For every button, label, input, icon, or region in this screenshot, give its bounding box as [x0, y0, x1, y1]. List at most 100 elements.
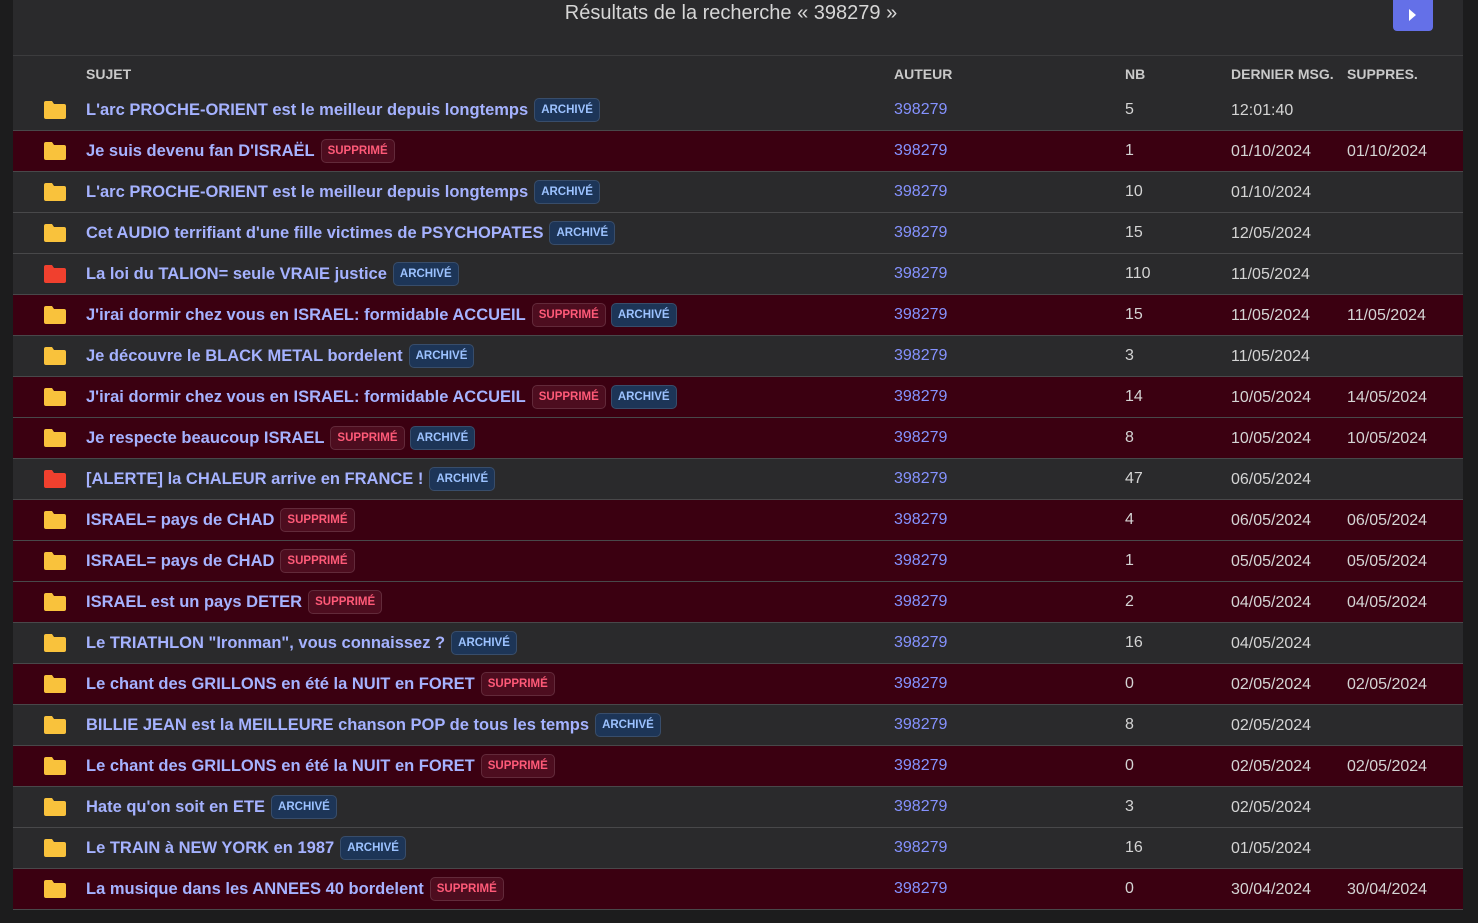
subject: L'arc PROCHE-ORIENT est le meilleur depu…	[86, 97, 605, 123]
message-count: 1	[1125, 142, 1134, 159]
author-link[interactable]: 398279	[894, 388, 948, 405]
table-row: J'irai dormir chez vous en ISRAEL: formi…	[13, 295, 1463, 336]
folder-icon	[44, 224, 66, 242]
status-badge: ARCHIVÉ	[409, 426, 476, 450]
subject-link[interactable]: J'irai dormir chez vous en ISRAEL: formi…	[86, 387, 526, 406]
folder-icon	[44, 880, 66, 898]
message-count: 15	[1125, 224, 1143, 241]
author-link[interactable]: 398279	[894, 593, 948, 610]
subject: Le chant des GRILLONS en été la NUIT en …	[86, 671, 560, 697]
author-link[interactable]: 398279	[894, 552, 948, 569]
table-row: Je respecte beaucoup ISRAEL SUPPRIMÉ ARCHI…	[13, 418, 1463, 459]
last-message: 01/10/2024	[1231, 184, 1312, 201]
subject: ISRAEL= pays de CHAD SUPPRIMÉ	[86, 548, 360, 574]
subject: La loi du TALION= seule VRAIE justice ARC…	[86, 261, 464, 287]
subject-link[interactable]: J'irai dormir chez vous en ISRAEL: formi…	[86, 305, 526, 324]
author-link[interactable]: 398279	[894, 675, 948, 692]
author-link[interactable]: 398279	[894, 183, 948, 200]
author-link[interactable]: 398279	[894, 716, 948, 733]
status-badge: SUPPRIMÉ	[308, 590, 383, 614]
table-row: La loi du TALION= seule VRAIE justice ARC…	[13, 254, 1463, 295]
column-header: SUPPRES.	[1347, 66, 1418, 82]
subject-link[interactable]: Le chant des GRILLONS en été la NUIT en …	[86, 674, 475, 693]
author-link[interactable]: 398279	[894, 470, 948, 487]
subject-link[interactable]: Hate qu'on soit en ETE	[86, 797, 266, 816]
column-header: DERNIER MSG.	[1231, 66, 1334, 82]
subject-link[interactable]: ISRAEL est un pays DETER	[86, 592, 303, 611]
deleted-date: 06/05/2024	[1347, 512, 1428, 529]
author-link[interactable]: 398279	[894, 757, 948, 774]
subject-link[interactable]: Le chant des GRILLONS en été la NUIT en …	[86, 756, 475, 775]
last-message: 11/05/2024	[1231, 348, 1310, 365]
subject-link[interactable]: L'arc PROCHE-ORIENT est le meilleur depu…	[86, 182, 529, 201]
folder-icon	[44, 347, 66, 365]
subject-link[interactable]: [ALERTE] la CHALEUR arrive en FRANCE !	[86, 469, 424, 488]
author-link[interactable]: 398279	[894, 224, 948, 241]
status-badge: ARCHIVÉ	[429, 467, 496, 491]
page-title: Résultats de la recherche « 398279 »	[564, 2, 898, 24]
folder-icon	[44, 101, 66, 119]
subject-link[interactable]: L'arc PROCHE-ORIENT est le meilleur depu…	[86, 100, 529, 119]
status-badge: SUPPRIMÉ	[531, 303, 606, 327]
folder-icon	[44, 716, 66, 734]
subject: L'arc PROCHE-ORIENT est le meilleur depu…	[86, 179, 605, 205]
folder-icon	[44, 798, 66, 816]
folder-icon	[44, 142, 66, 160]
folder-icon	[44, 593, 66, 611]
subject-link[interactable]: ISRAEL= pays de CHAD	[86, 510, 275, 529]
status-badge: SUPPRIMÉ	[320, 139, 395, 163]
deleted-date: 11/05/2024	[1347, 307, 1426, 324]
last-message: 05/05/2024	[1231, 553, 1312, 570]
table-row: Je découvre le BLACK METAL bordelent ARCH…	[13, 336, 1463, 377]
subject-link[interactable]: Je suis devenu fan D'ISRAËL	[86, 141, 315, 160]
subject: La musique dans les ANNEES 40 bordelent S…	[86, 876, 509, 902]
message-count: 16	[1125, 634, 1143, 651]
deleted-date: 14/05/2024	[1347, 389, 1428, 406]
next-button[interactable]	[1393, 0, 1433, 31]
message-count: 0	[1125, 757, 1134, 774]
subject: Je découvre le BLACK METAL bordelent ARCH…	[86, 343, 479, 369]
author-link[interactable]: 398279	[894, 798, 948, 815]
author-link[interactable]: 398279	[894, 511, 948, 528]
author-link[interactable]: 398279	[894, 347, 948, 364]
message-count: 16	[1125, 839, 1143, 856]
author-link[interactable]: 398279	[894, 880, 948, 897]
subject-link[interactable]: La loi du TALION= seule VRAIE justice	[86, 264, 387, 283]
folder-icon	[44, 388, 66, 406]
author-link[interactable]: 398279	[894, 265, 948, 282]
subject-link[interactable]: Je respecte beaucoup ISRAEL	[86, 428, 325, 447]
column-header: AUTEUR	[894, 66, 953, 82]
column-header: NB	[1125, 66, 1146, 82]
author-link[interactable]: 398279	[894, 101, 948, 118]
author-link[interactable]: 398279	[894, 429, 948, 446]
subject-link[interactable]: ISRAEL= pays de CHAD	[86, 551, 275, 570]
subject-link[interactable]: Le TRAIN à NEW YORK en 1987	[86, 838, 335, 857]
last-message: 02/05/2024	[1231, 717, 1312, 734]
folder-icon	[44, 265, 66, 283]
table-row: Le TRAIN à NEW YORK en 1987 ARCHIVÉ 398279…	[13, 828, 1463, 869]
table-row: Je suis devenu fan D'ISRAËL SUPPRIMÉ 39827…	[13, 131, 1463, 172]
table-row: Le TRIATHLON "Ironman", vous connaissez …	[13, 623, 1463, 664]
status-badge: SUPPRIMÉ	[280, 508, 355, 532]
author-link[interactable]: 398279	[894, 306, 948, 323]
status-badge: ARCHIVÉ	[271, 795, 337, 819]
deleted-date: 02/05/2024	[1347, 758, 1428, 775]
deleted-date: 04/05/2024	[1347, 594, 1428, 611]
deleted-date: 10/05/2024	[1347, 430, 1428, 447]
author-link[interactable]: 398279	[894, 839, 948, 856]
subject-link[interactable]: Cet AUDIO terrifiant d'une fille victime…	[86, 223, 544, 242]
message-count: 1	[1125, 552, 1134, 569]
message-count: 5	[1125, 101, 1134, 118]
author-link[interactable]: 398279	[894, 142, 948, 159]
message-count: 110	[1125, 265, 1151, 282]
subject-link[interactable]: Je découvre le BLACK METAL bordelent	[86, 346, 403, 365]
subject: J'irai dormir chez vous en ISRAEL: formi…	[86, 384, 682, 410]
subject-link[interactable]: BILLIE JEAN est la MEILLEURE chanson POP…	[86, 715, 590, 734]
folder-icon	[44, 306, 66, 324]
subject-link[interactable]: La musique dans les ANNEES 40 bordelent	[86, 879, 424, 898]
subject: [ALERTE] la CHALEUR arrive en FRANCE ! AR…	[86, 466, 500, 492]
folder-icon	[44, 429, 66, 447]
last-message: 04/05/2024	[1231, 635, 1312, 652]
subject-link[interactable]: Le TRIATHLON "Ironman", vous connaissez …	[86, 633, 446, 652]
author-link[interactable]: 398279	[894, 634, 948, 651]
